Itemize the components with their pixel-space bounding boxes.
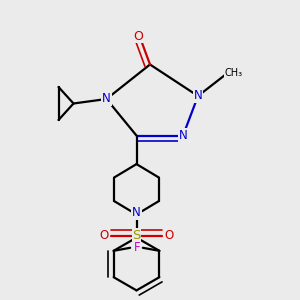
Text: F: F: [134, 241, 141, 254]
Text: N: N: [194, 89, 202, 103]
Text: S: S: [132, 229, 141, 242]
Text: O: O: [100, 229, 109, 242]
Text: N: N: [132, 206, 141, 220]
Text: N: N: [178, 129, 188, 142]
Text: F: F: [132, 241, 139, 254]
Text: N: N: [102, 92, 111, 106]
Text: O: O: [164, 229, 173, 242]
Text: CH₃: CH₃: [224, 68, 242, 78]
Text: O: O: [133, 29, 143, 43]
